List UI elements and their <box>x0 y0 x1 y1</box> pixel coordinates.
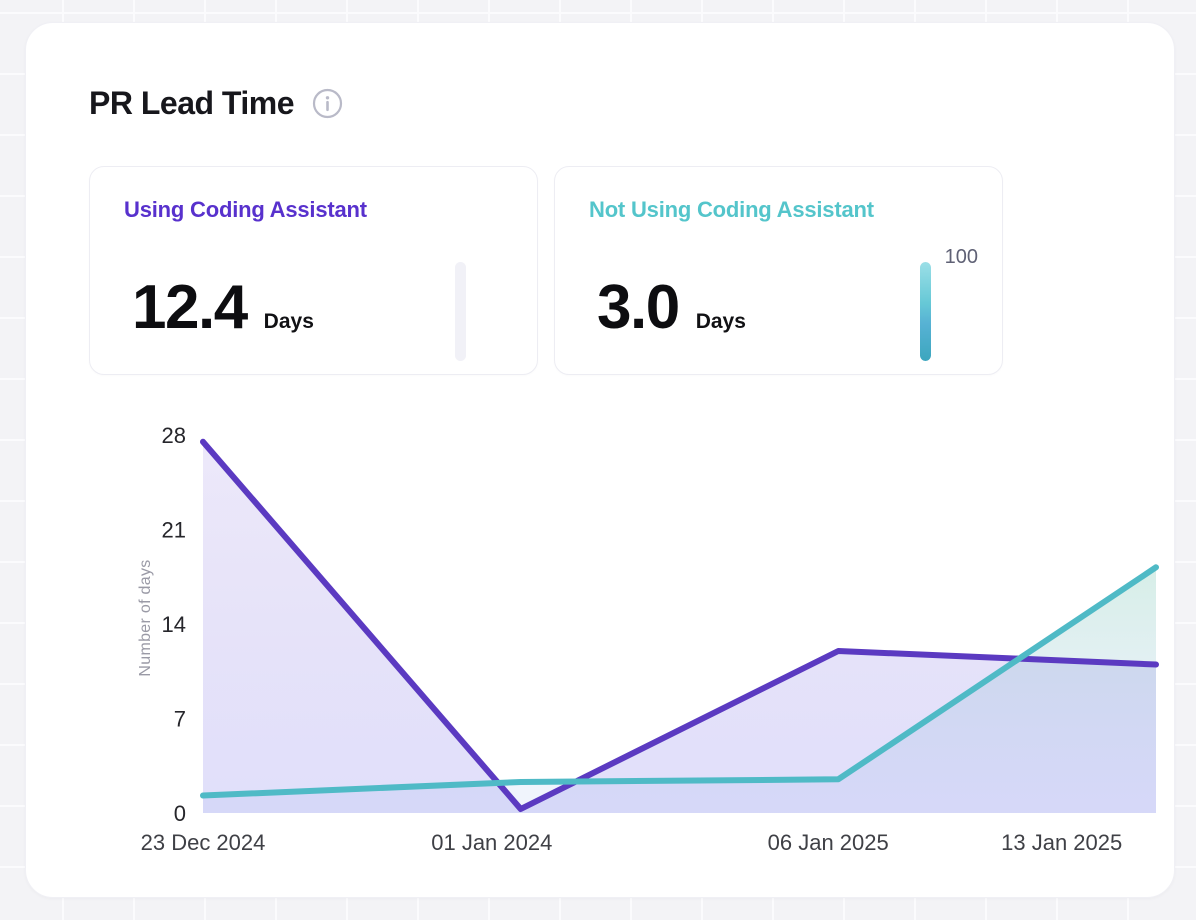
series-line-0 <box>200 438 1159 812</box>
page-title: PR Lead Time <box>89 85 295 121</box>
x-axis-tick: 23 Dec 2024 <box>141 830 266 855</box>
y-axis-title: Number of days <box>137 559 154 676</box>
stat-progress-fill <box>920 262 931 361</box>
x-axis-tick: 13 Jan 2025 <box>1001 830 1122 855</box>
stat-progress-track <box>455 262 466 361</box>
stat-value-row: 3.0 Days <box>597 277 746 339</box>
series-line-1 <box>200 564 1159 799</box>
stat-progress-label: 100 <box>944 246 978 268</box>
stat-label: Using Coding Assistant <box>124 197 367 222</box>
series-area-1 <box>203 567 1156 813</box>
lead-time-chart: 0 7 14 21 28 Number of days 23 Dec 2024 01 Jan … <box>137 423 1159 855</box>
stat-value: 12.4 <box>132 273 248 342</box>
stat-card-not-using-assistant: Not Using Coding Assistant 3.0 Days 100 <box>554 166 1003 375</box>
y-axis-tick: 0 <box>174 801 186 826</box>
y-axis-tick: 7 <box>174 707 186 732</box>
y-axis-tick: 14 <box>162 612 186 637</box>
x-axis-tick: 06 Jan 2025 <box>768 830 889 855</box>
y-axis-tick: 28 <box>162 423 186 448</box>
x-axis-tick: 01 Jan 2024 <box>431 830 552 855</box>
stat-card-using-assistant: Using Coding Assistant 12.4 Days <box>89 166 538 375</box>
y-axis-tick: 21 <box>162 518 186 543</box>
stat-unit: Days <box>263 310 314 333</box>
stat-progress-track <box>920 262 931 361</box>
card-header: PR Lead Time <box>89 85 343 122</box>
stat-unit: Days <box>695 310 746 333</box>
info-icon[interactable] <box>312 88 343 119</box>
stat-label: Not Using Coding Assistant <box>589 197 874 222</box>
stat-value: 3.0 <box>597 273 680 342</box>
pr-lead-time-card: PR Lead Time Using Coding Assistant 12.4… <box>25 22 1175 898</box>
stat-value-row: 12.4 Days <box>132 277 314 339</box>
